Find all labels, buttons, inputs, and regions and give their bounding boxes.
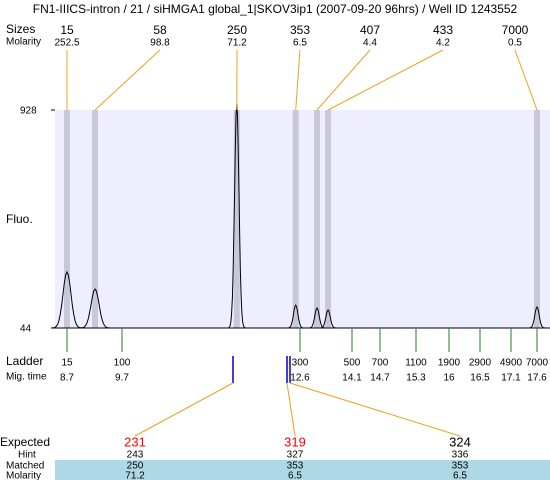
peak-band (534, 110, 540, 328)
peak (79, 288, 112, 329)
row-label: Mig. time (6, 372, 47, 383)
peak-size: 353 (290, 23, 310, 37)
ladder-size: 2900 (469, 358, 492, 369)
peak (319, 309, 337, 329)
y-tick-label: 44 (20, 324, 32, 335)
row-label: Sizes (6, 22, 35, 36)
peak-molarity: 71.2 (227, 38, 247, 49)
connector (295, 49, 301, 111)
peak (286, 304, 305, 329)
ladder-mig-time: 15.3 (406, 373, 426, 384)
ladder-size: 7000 (526, 358, 549, 369)
ladder-size: 300 (292, 358, 309, 369)
peak-size: 15 (60, 23, 74, 37)
ladder-mig-time: 16.5 (470, 373, 490, 384)
plot: 4492815252.55898.825071.23536.54074.4433… (20, 23, 550, 480)
ladder-mig-time: 14.1 (342, 373, 362, 384)
peak-molarity: 4.2 (436, 38, 450, 49)
row-label: Molarity (6, 37, 41, 48)
ladder-size: 1100 (405, 358, 427, 369)
ladder-mig-time: 14.7 (370, 373, 390, 384)
connector (286, 382, 296, 437)
matched: 353 (287, 461, 304, 472)
plot-area (55, 110, 550, 328)
connector (514, 49, 538, 111)
peak (50, 270, 84, 329)
y-axis-label: Fluo. (6, 212, 33, 226)
connector (289, 382, 461, 437)
peak-size: 433 (433, 23, 453, 37)
row-label: Molarity (6, 471, 41, 480)
peak-size: 250 (227, 23, 247, 37)
table-band (55, 460, 550, 480)
connector (327, 49, 444, 111)
hint: 243 (127, 450, 144, 461)
title: FN1-IIICS-intron / 21 / siHMGA1 global_1… (33, 2, 518, 16)
connector (94, 49, 161, 111)
ladder-size: 500 (344, 358, 361, 369)
ladder-size: 700 (372, 358, 389, 369)
ladder-mig-time: 12.6 (290, 373, 310, 384)
ladder-size: 4900 (500, 358, 523, 369)
ladder-size: 15 (61, 358, 73, 369)
ladder-size: 100 (114, 358, 131, 369)
peak-band (233, 110, 240, 328)
ladder-size: 1900 (438, 358, 461, 369)
ladder-mig-time: 16 (443, 373, 455, 384)
connector (316, 49, 371, 111)
peak-molarity: 252.5 (54, 38, 79, 49)
matched-molarity: 71.2 (125, 471, 145, 480)
peak-molarity: 6.5 (293, 38, 307, 49)
expected-size: 231 (124, 434, 146, 449)
expected-size: 324 (449, 434, 471, 449)
matched-molarity: 6.5 (288, 471, 302, 480)
row-label: Hint (18, 450, 36, 461)
ladder-mig-time: 9.7 (115, 373, 129, 384)
ladder-mig-time: 17.6 (527, 373, 547, 384)
peak-band (92, 110, 99, 328)
matched-molarity: 6.5 (453, 471, 467, 480)
peak (528, 306, 546, 329)
peak-band (292, 110, 299, 328)
peak-size: 58 (153, 23, 167, 37)
peak-size: 407 (360, 23, 380, 37)
connector (134, 382, 234, 437)
peak-size: 7000 (502, 23, 529, 37)
peak-band (325, 110, 332, 328)
peak-band (64, 110, 70, 328)
row-label: Ladder (6, 354, 43, 368)
peak-band (313, 110, 320, 328)
matched: 353 (452, 461, 469, 472)
peak-molarity: 4.4 (363, 38, 377, 49)
hint: 327 (287, 450, 304, 461)
ladder-mig-time: 17.1 (501, 373, 521, 384)
matched: 250 (127, 461, 144, 472)
y-tick-label: 928 (20, 106, 37, 117)
peak-molarity: 98.8 (150, 38, 170, 49)
ladder-mig-time: 8.7 (60, 373, 74, 384)
hint: 336 (452, 450, 469, 461)
expected-size: 319 (284, 434, 306, 449)
row-label: Expected (0, 435, 50, 449)
peak-molarity: 0.5 (508, 38, 522, 49)
row-label: Matched (6, 461, 44, 472)
